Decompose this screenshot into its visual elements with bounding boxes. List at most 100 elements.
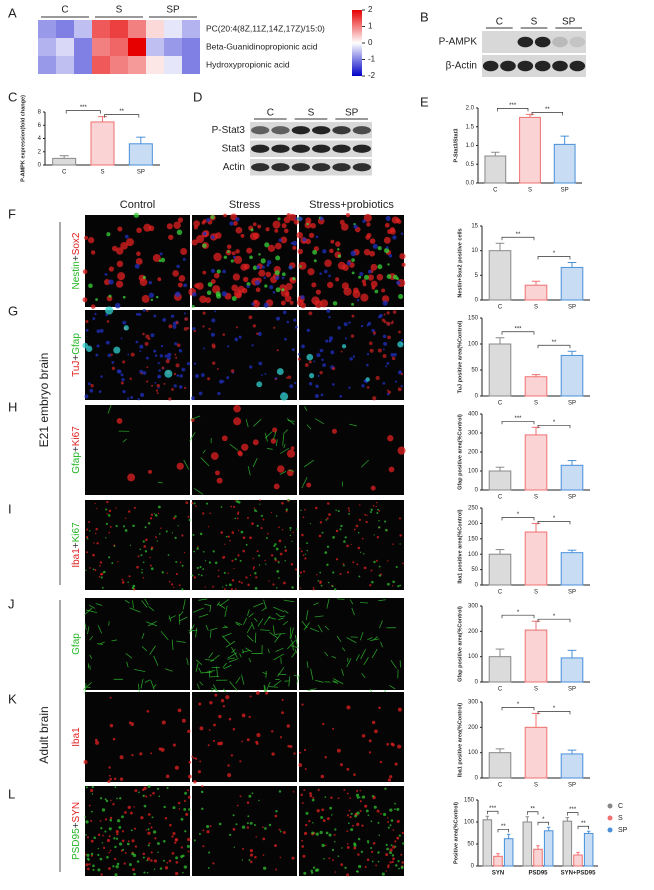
- cell: [188, 760, 192, 764]
- cell: [333, 840, 336, 843]
- cell: [102, 834, 104, 837]
- cell: [123, 325, 129, 331]
- cell-process: [283, 599, 295, 603]
- cell-process: [152, 684, 157, 689]
- colorbar-tick-label: -1: [368, 55, 376, 64]
- cell: [335, 529, 339, 533]
- cell: [300, 509, 302, 512]
- cell: [120, 337, 123, 340]
- cell-process: [288, 676, 291, 687]
- cell: [171, 532, 174, 534]
- cell: [272, 290, 276, 294]
- y-tick-label: 200: [468, 725, 479, 731]
- cell: [337, 797, 340, 800]
- cell: [234, 337, 239, 342]
- cell: [202, 568, 205, 570]
- y-axis-label: Gfap positive area(%Control): [457, 414, 463, 490]
- cell: [291, 856, 295, 860]
- cell: [356, 822, 360, 826]
- heatmap-cell: [56, 56, 74, 74]
- cell: [164, 354, 168, 358]
- blot-row-label: Stat3: [222, 143, 246, 154]
- cell: [168, 324, 173, 329]
- cell: [392, 580, 395, 584]
- cell: [187, 795, 191, 799]
- cell: [258, 799, 260, 802]
- cell: [175, 871, 179, 876]
- cell: [158, 795, 161, 798]
- cell-process: [263, 599, 267, 609]
- cell: [177, 801, 181, 805]
- cell: [202, 311, 206, 315]
- cell-process: [137, 683, 140, 694]
- cell: [366, 840, 370, 843]
- cell: [379, 313, 383, 318]
- cell: [224, 543, 226, 545]
- cell: [121, 839, 125, 843]
- cell: [351, 314, 355, 318]
- bar: [524, 376, 548, 397]
- cell: [204, 560, 207, 562]
- cell: [255, 691, 260, 695]
- cell: [187, 789, 189, 792]
- cell-process: [222, 633, 232, 638]
- cell: [359, 789, 362, 792]
- x-tick-label: S: [534, 495, 538, 501]
- cell: [114, 786, 117, 789]
- heatmap-group-label: S: [116, 5, 123, 16]
- cell: [147, 828, 150, 831]
- cell: [99, 820, 102, 822]
- cell-process: [310, 668, 314, 680]
- cell: [390, 844, 393, 847]
- cell: [386, 311, 390, 315]
- cell: [358, 864, 362, 869]
- cell: [128, 863, 132, 867]
- cell: [370, 263, 378, 271]
- cell: [349, 357, 353, 361]
- cell: [150, 513, 154, 516]
- cell: [387, 582, 390, 586]
- cell: [198, 573, 200, 576]
- micrograph: [85, 310, 190, 400]
- cell: [280, 236, 288, 244]
- blot-band: [332, 163, 351, 172]
- cell-process: [267, 448, 273, 450]
- cell: [346, 767, 350, 771]
- cell: [226, 244, 232, 249]
- significance-label: ***: [569, 807, 577, 813]
- cell: [180, 247, 188, 255]
- cell: [372, 396, 377, 401]
- cell: [373, 560, 376, 564]
- cell: [361, 279, 367, 284]
- micrograph: [85, 692, 190, 782]
- cell: [306, 353, 314, 361]
- significance-label: ***: [489, 806, 497, 812]
- cell: [395, 565, 398, 569]
- cell: [90, 304, 96, 309]
- cell: [365, 377, 370, 382]
- cell: [88, 804, 91, 807]
- cell-process: [275, 647, 284, 652]
- cell: [387, 826, 390, 829]
- cell-process: [360, 602, 368, 604]
- cell: [321, 531, 324, 534]
- bar: [488, 250, 512, 301]
- cell-process: [229, 681, 238, 691]
- cell: [100, 576, 103, 579]
- cell: [314, 394, 319, 398]
- cell: [375, 375, 380, 381]
- cell: [143, 804, 147, 808]
- cell: [175, 561, 178, 564]
- cell: [146, 871, 149, 874]
- cell: [352, 824, 354, 827]
- cell: [96, 542, 99, 545]
- cell: [247, 815, 250, 818]
- heatmap-cell: [38, 56, 56, 74]
- y-tick-label: 0: [475, 583, 479, 589]
- cell: [183, 312, 186, 315]
- bar: [524, 284, 548, 301]
- cell: [348, 510, 351, 512]
- cell: [387, 821, 390, 823]
- colorbar-tick-label: 0: [368, 38, 373, 47]
- cell: [316, 809, 320, 813]
